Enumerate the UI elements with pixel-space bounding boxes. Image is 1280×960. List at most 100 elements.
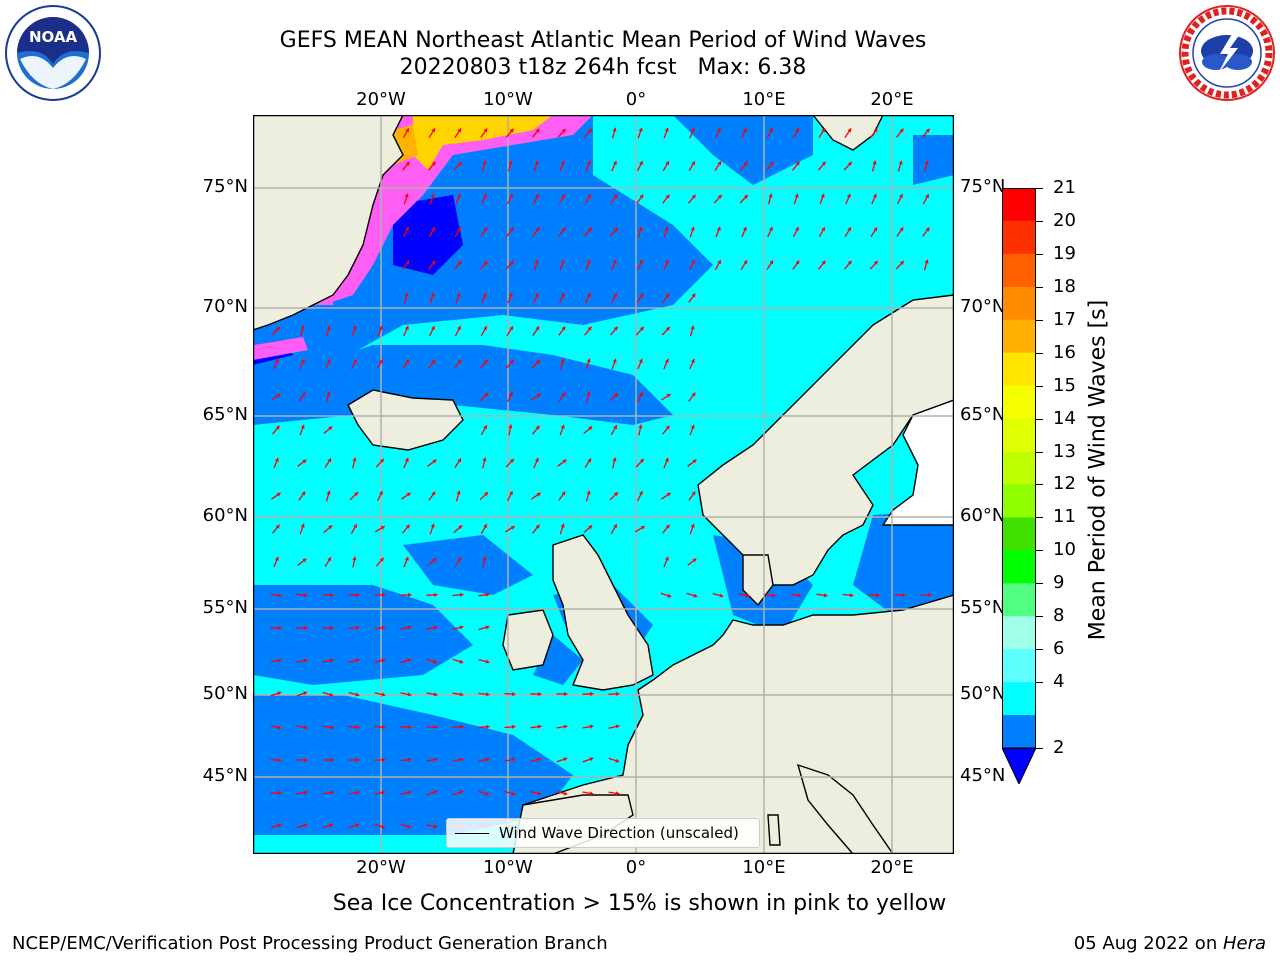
lat-tick-left: 75°N [202, 176, 248, 197]
wave-direction-arrowhead [534, 259, 539, 264]
wave-direction-arrowhead [768, 193, 773, 198]
colorbar-tick-mark [1036, 418, 1043, 420]
wave-direction-arrowhead [561, 293, 565, 298]
map-subtitle-forecast: 20220803 t18z 264h fcst Max: 6.38 [399, 55, 807, 80]
wave-direction-arrowhead [329, 692, 334, 697]
colorbar-tick: 6 [1053, 638, 1065, 660]
wave-direction-arrowhead [665, 161, 669, 166]
wave-direction-arrowhead [431, 128, 435, 133]
wave-direction-arrowhead [924, 160, 929, 165]
colorbar-tick: 8 [1053, 605, 1065, 627]
wave-direction-arrowhead [589, 757, 594, 762]
colorbar-tick: 17 [1053, 308, 1076, 330]
colorbar-tick-mark [1036, 352, 1043, 354]
wave-direction-arrowhead [587, 458, 591, 463]
wave-direction-arrowhead [456, 193, 461, 198]
wave-direction-arrowhead [509, 459, 514, 463]
wave-direction-arrowhead [925, 194, 929, 199]
wave-direction-arrowhead [486, 724, 490, 729]
colorbar-tick-mark [1036, 286, 1043, 288]
lon-tick-bottom: 0° [625, 857, 647, 878]
colorbar-tick-mark [1036, 649, 1043, 651]
wave-direction-arrowhead [304, 757, 308, 763]
wave-direction-arrowhead [847, 128, 852, 133]
wave-direction-arrowhead [300, 424, 305, 429]
wave-direction-arrowhead [328, 426, 333, 431]
wave-direction-arrowhead [587, 326, 592, 331]
wave-direction-arrowhead [639, 194, 644, 199]
wave-direction-arrowhead [590, 691, 594, 697]
colorbar-segment [1002, 583, 1036, 617]
wave-direction-arrowhead [277, 823, 282, 828]
wave-direction-arrowhead [613, 161, 617, 165]
wave-direction-arrowhead [379, 491, 383, 495]
wave-direction-arrowhead [928, 592, 932, 598]
wave-direction-arrowhead [327, 458, 331, 463]
wave-direction-arrowhead [639, 392, 643, 397]
land-masses [253, 115, 954, 854]
lat-tick-left: 70°N [202, 296, 248, 317]
wave-direction-arrowhead [404, 556, 409, 561]
wave-direction-arrowhead [459, 790, 464, 795]
wave-direction-arrowhead [587, 227, 592, 232]
wave-direction-arrowhead [326, 490, 331, 495]
footer-credit: NCEP/EMC/Verification Post Processing Pr… [12, 933, 608, 954]
wave-direction-arrowhead [588, 525, 593, 530]
wave-direction-arrowhead [405, 128, 409, 133]
wave-direction-arrowhead [743, 195, 748, 199]
wave-direction-arrowhead [379, 459, 384, 463]
wave-direction-arrowhead [925, 128, 930, 133]
colorbar-tick-mark [1036, 583, 1043, 585]
wave-direction-arrowhead [847, 260, 852, 265]
colorbar-segment [1002, 220, 1036, 255]
wave-direction-arrowhead [898, 160, 903, 165]
wave-direction-arrowhead [589, 791, 594, 796]
wave-direction-arrowhead [640, 526, 645, 530]
wave-direction-arrowhead [586, 259, 591, 264]
wave-direction-arrowhead [613, 293, 617, 298]
wave-direction-arrowhead [665, 260, 669, 264]
colorbar-tick-mark [1036, 484, 1043, 486]
wave-direction-arrowhead [433, 692, 438, 697]
wave-direction-arrowhead [742, 226, 747, 231]
wave-direction-arrowhead [511, 791, 516, 796]
wave-direction-arrowhead [745, 593, 750, 598]
wave-direction-arrowhead [278, 625, 282, 631]
wave-direction-arrowhead [508, 292, 513, 297]
wave-direction-arrowhead [381, 658, 386, 663]
wave-direction-arrowhead [381, 790, 386, 795]
colorbar-extend-triangle [1001, 747, 1037, 786]
wave-direction-arrowhead [353, 359, 357, 364]
wave-direction-arrowhead [664, 556, 669, 561]
wave-direction-arrowhead [692, 459, 697, 464]
wave-direction-arrowhead [352, 556, 357, 561]
colorbar-tick-mark [1036, 319, 1043, 321]
wave-direction-arrowhead [691, 194, 696, 199]
wave-direction-arrowhead [795, 161, 800, 166]
wave-direction-arrowhead [275, 327, 280, 331]
wave-direction-arrowhead [509, 227, 514, 232]
wave-direction-arrowhead [408, 592, 412, 598]
wave-direction-arrowhead [484, 492, 488, 497]
colorbar-segment [1002, 385, 1036, 420]
wave-direction-arrowhead [537, 724, 542, 729]
wave-direction-arrowhead [534, 457, 539, 462]
wave-direction-arrowhead [407, 692, 412, 697]
wave-direction-arrowhead [404, 326, 409, 330]
wave-direction-arrowhead [483, 227, 487, 232]
wave-direction-arrowhead [535, 360, 540, 364]
noaa-logo-text: NOAA [29, 28, 78, 46]
wave-direction-arrowhead [849, 593, 854, 598]
wave-direction-arrowhead [665, 327, 670, 331]
wave-direction-arrowhead [589, 724, 594, 729]
wave-direction-arrowhead [483, 524, 487, 529]
wave-direction-arrowhead [691, 392, 696, 397]
wave-direction-arrowhead [300, 325, 305, 330]
wave-direction-arrowhead [352, 325, 357, 330]
colorbar-segment [1002, 286, 1036, 321]
lon-tick-top: 0° [625, 89, 647, 110]
wave-direction-arrowhead [535, 227, 540, 232]
wave-direction-arrowhead [690, 523, 695, 528]
wave-direction-arrowhead [300, 523, 305, 528]
wave-direction-arrowhead [485, 625, 490, 630]
